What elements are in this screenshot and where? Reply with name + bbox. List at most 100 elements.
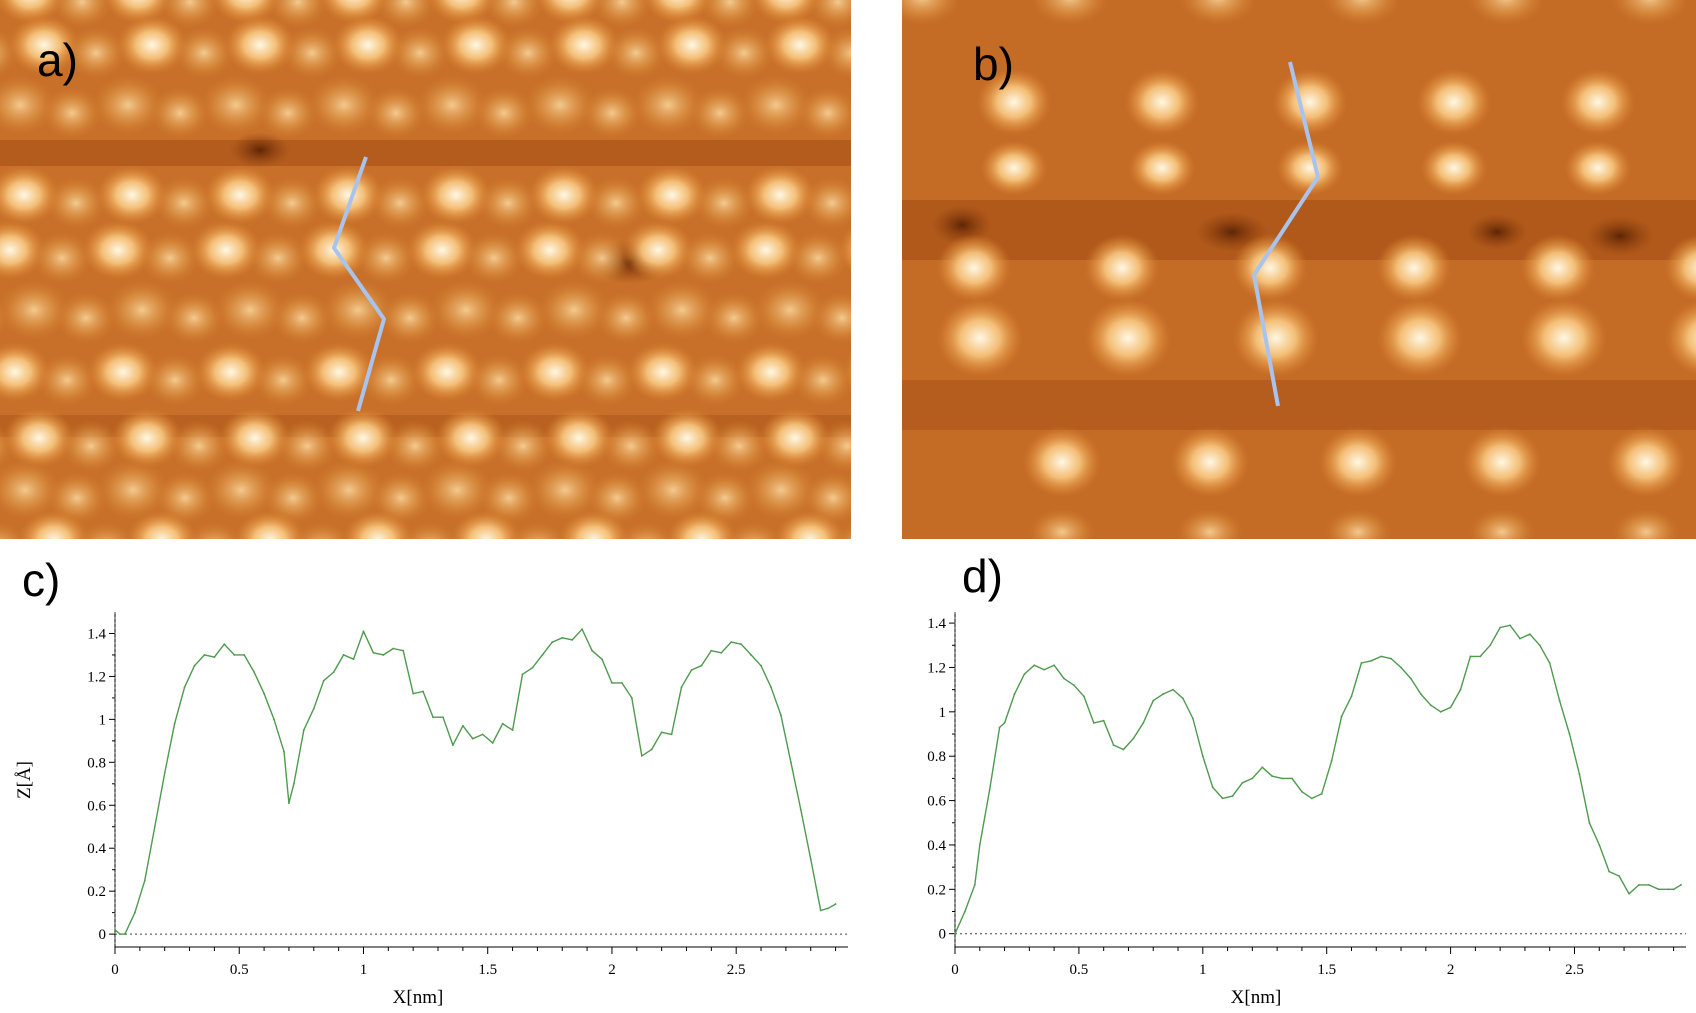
stm-atom <box>164 292 224 344</box>
data-point <box>193 664 196 667</box>
stm-atom <box>577 354 637 406</box>
data-point <box>978 844 981 846</box>
stm-atom <box>1376 298 1464 378</box>
stm-atom <box>1178 0 1258 26</box>
data-point <box>760 664 762 667</box>
stm-atom <box>440 15 512 75</box>
y-tick-label: 0 <box>99 927 107 943</box>
data-point <box>1370 659 1373 662</box>
stm-atom <box>700 0 760 28</box>
stm-atom <box>92 75 164 135</box>
stm-atom <box>32 232 92 284</box>
stm-atom <box>469 354 529 406</box>
y-axis-label-c: Z[Å] <box>14 761 35 799</box>
data-point <box>1221 797 1224 800</box>
stm-atom <box>1664 299 1696 377</box>
data-point <box>501 722 504 725</box>
data-point <box>302 729 305 732</box>
data-point <box>1320 793 1323 795</box>
height-profile-line-d <box>954 624 1682 934</box>
stm-atom <box>586 177 646 229</box>
stm-atom <box>1276 140 1344 196</box>
data-point <box>119 933 121 936</box>
stm-atom <box>632 75 704 135</box>
stm-atom <box>592 0 652 28</box>
stm-atom <box>524 75 596 135</box>
y-tick-label: 0.2 <box>87 884 106 900</box>
stm-atom <box>380 292 440 344</box>
stm-atom <box>1466 0 1546 26</box>
stm-atom <box>56 292 116 344</box>
stm-atom <box>42 87 102 139</box>
data-point <box>1410 677 1412 680</box>
stm-atom <box>617 522 675 539</box>
data-point <box>273 718 275 721</box>
data-point <box>342 654 345 656</box>
stm-atom <box>1128 140 1196 196</box>
panel-label-a: a) <box>37 34 78 86</box>
data-point <box>1628 892 1630 895</box>
stm-atom <box>52 0 112 28</box>
data-point <box>511 729 514 732</box>
stm-atom <box>293 522 351 539</box>
data-point <box>352 658 355 661</box>
data-point <box>1063 677 1065 680</box>
data-point <box>750 654 752 656</box>
profile-trace-a <box>332 156 386 412</box>
stm-atom <box>150 87 210 139</box>
stm-atom <box>1028 508 1096 539</box>
stm-atom <box>528 165 600 225</box>
data-point <box>834 903 837 905</box>
stm-atom <box>214 280 286 340</box>
stm-atom <box>416 75 488 135</box>
stm-atom <box>822 27 851 79</box>
data-point <box>332 671 335 674</box>
stm-atom <box>666 510 738 539</box>
data-point <box>402 649 405 652</box>
data-point <box>1261 766 1264 769</box>
stm-atom <box>1232 234 1308 302</box>
stm-atom <box>1664 234 1696 302</box>
data-point <box>422 690 425 693</box>
data-point <box>1558 699 1561 702</box>
stm-atom <box>140 232 200 284</box>
data-point <box>1082 695 1085 698</box>
stm-atom <box>509 522 567 539</box>
stm-atom <box>484 0 544 28</box>
data-point <box>561 636 564 639</box>
stm-atom <box>219 408 291 468</box>
data-point <box>1390 657 1393 660</box>
y-tick-label: 0 <box>939 927 947 943</box>
stm-atom <box>812 292 851 344</box>
stm-atom <box>596 292 656 344</box>
data-point <box>203 654 206 656</box>
data-point <box>1360 662 1363 664</box>
stm-atom <box>833 523 851 539</box>
data-point <box>372 651 375 654</box>
stm-atom <box>709 420 769 472</box>
stm-atom <box>774 510 846 539</box>
data-point <box>124 933 126 936</box>
stm-atom <box>262 177 322 229</box>
stm-atom <box>390 27 450 79</box>
data-point <box>213 656 216 658</box>
stm-atom <box>1170 426 1250 498</box>
data-point <box>143 879 146 882</box>
stm-atom <box>322 280 394 340</box>
stm-atom <box>464 232 524 284</box>
data-point <box>954 932 956 935</box>
data-point <box>780 714 782 716</box>
stm-atom <box>332 15 404 75</box>
stm-atom <box>474 87 534 139</box>
data-point <box>551 641 554 643</box>
x-tick-label: 2.5 <box>1565 962 1584 978</box>
data-point <box>153 825 156 828</box>
data-point <box>640 754 643 757</box>
stm-atom <box>420 165 492 225</box>
data-point <box>1112 744 1115 747</box>
data-point <box>998 726 1001 729</box>
stm-atom <box>1124 68 1200 136</box>
stm-atom <box>1420 140 1488 196</box>
stm-atom <box>1232 298 1320 378</box>
